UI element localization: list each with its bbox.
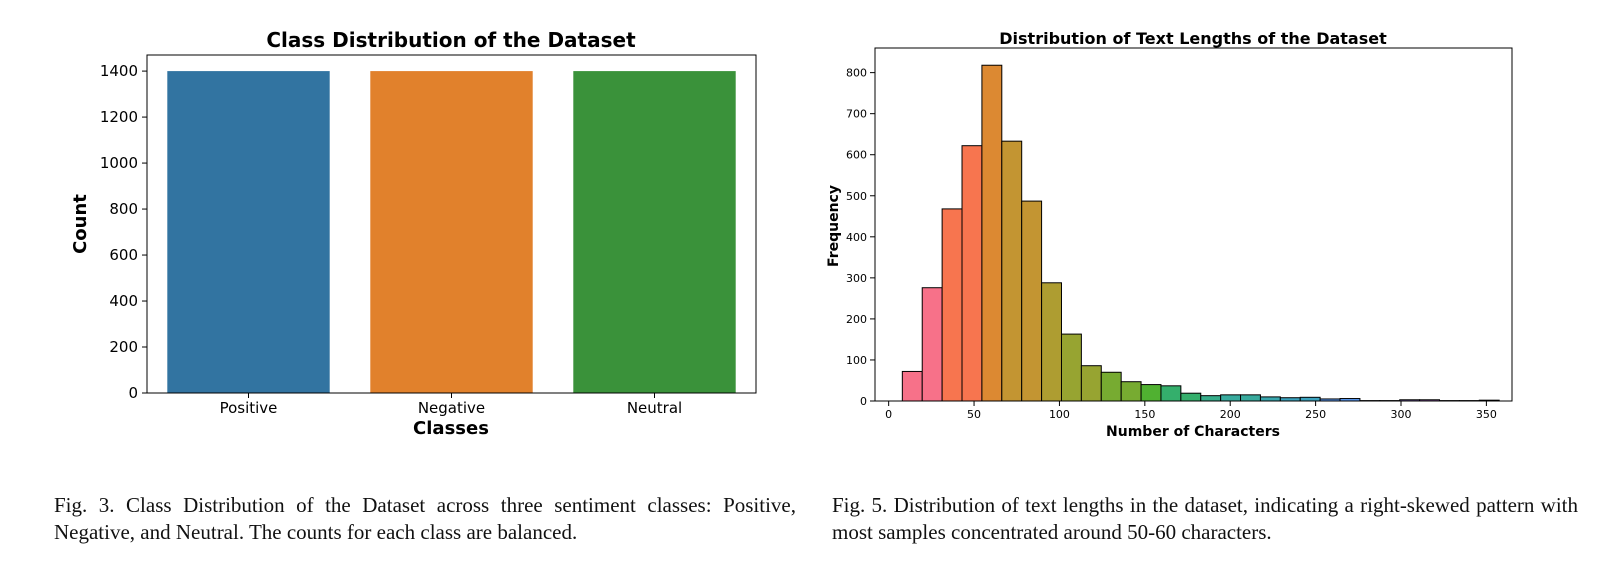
- histogram-bin: [1021, 200, 1043, 402]
- text-length-histogram: Distribution of Text Lengths of the Data…: [826, 29, 1513, 440]
- figure-caption: Fig. 5. Distribution of text lengths in …: [832, 493, 1578, 544]
- y-tick-label: 1400: [100, 62, 138, 80]
- x-tick-label: Negative: [418, 399, 485, 417]
- y-tick-label: 500: [846, 190, 867, 203]
- x-tick-label: 0: [885, 408, 892, 421]
- figure-caption: Fig. 3. Class Distribution of the Datase…: [54, 493, 796, 544]
- histogram-bin: [1299, 396, 1321, 402]
- chart-title: Distribution of Text Lengths of the Data…: [999, 29, 1387, 48]
- bar-positive: [167, 71, 330, 393]
- histogram-bin: [1060, 333, 1082, 402]
- histogram-bin: [921, 287, 943, 402]
- x-tick-label: 50: [967, 408, 981, 421]
- x-tick-label: 350: [1476, 408, 1497, 421]
- histogram-bin: [1240, 394, 1261, 402]
- histogram-bin: [1100, 371, 1122, 402]
- x-tick-label: 100: [1049, 408, 1070, 421]
- histogram-bin: [941, 208, 963, 402]
- histogram-bin: [1180, 392, 1202, 402]
- y-tick-label: 1000: [100, 154, 138, 172]
- histogram-bin: [1160, 385, 1182, 402]
- x-tick-label: 150: [1134, 408, 1155, 421]
- histogram-bin: [961, 145, 983, 402]
- x-tick-label: 250: [1305, 408, 1326, 421]
- chart-title: Class Distribution of the Dataset: [266, 28, 636, 52]
- y-tick-label: 300: [846, 272, 867, 285]
- histogram-bin: [1120, 381, 1142, 402]
- y-tick-label: 400: [846, 231, 867, 244]
- x-axis-label: Number of Characters: [1106, 424, 1280, 440]
- histogram-bin: [1200, 395, 1222, 402]
- y-axis-label: Count: [70, 194, 91, 254]
- x-axis-label: Classes: [413, 418, 489, 439]
- x-tick-label: Positive: [220, 399, 278, 417]
- class-distribution-figure: Class Distribution of the Dataset 0 200 40…: [54, 28, 796, 544]
- histogram-bin: [1140, 384, 1162, 402]
- y-tick-label: 0: [128, 384, 138, 402]
- plot-frame: [146, 54, 757, 394]
- histogram-bin: [1259, 396, 1281, 402]
- x-tick-label: 300: [1390, 408, 1411, 421]
- y-tick-label: 600: [846, 149, 867, 162]
- y-tick-label: 200: [846, 313, 867, 326]
- histogram-bin: [1220, 394, 1242, 402]
- histogram-bin: [1080, 365, 1102, 402]
- histogram-bin: [901, 370, 923, 402]
- histogram-bin: [981, 64, 1003, 402]
- y-tick-label: 1200: [100, 108, 138, 126]
- x-tick-label: Neutral: [627, 399, 682, 417]
- y-axis-label: Frequency: [826, 185, 842, 267]
- class-distribution-chart: Class Distribution of the Dataset 0 200 40…: [70, 28, 757, 439]
- text-length-figure: Distribution of Text Lengths of the Data…: [806, 0, 1612, 574]
- y-tick-label: 200: [109, 338, 138, 356]
- histogram-bin: [1041, 282, 1062, 402]
- y-tick-label: 400: [109, 292, 138, 310]
- y-tick-label: 600: [109, 246, 138, 264]
- y-tick-label: 700: [846, 108, 867, 121]
- plot-frame: [874, 47, 1513, 402]
- y-tick-label: 800: [109, 200, 138, 218]
- x-tick-label: 200: [1220, 408, 1241, 421]
- y-tick-label: 0: [860, 395, 867, 408]
- bar-negative: [370, 71, 533, 393]
- histogram-bin: [1001, 140, 1023, 402]
- y-tick-label: 100: [846, 354, 867, 367]
- bar-neutral: [573, 71, 736, 393]
- y-tick-label: 800: [846, 67, 867, 80]
